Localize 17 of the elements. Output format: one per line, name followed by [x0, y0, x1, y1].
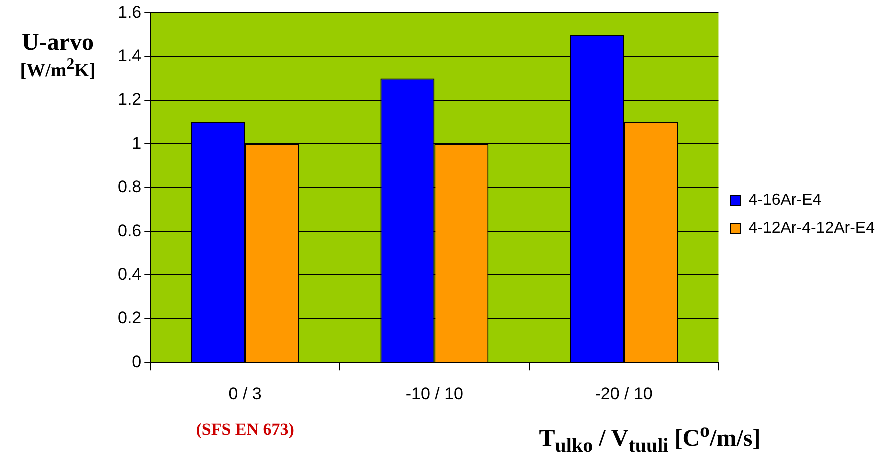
x-axis-title: T$_{ulko}$ / V$_{tuuli}$ [C$^{o}$/m/s]: [538, 420, 762, 458]
x-tick-label: -20 / 10: [595, 384, 653, 404]
y-axis-title: U-arvo [W/m$^{2}$K]: [19, 30, 97, 83]
y-tick-label: 0: [132, 352, 142, 372]
y-tick-label: 0.6: [118, 221, 142, 240]
y-tick-label: 1.2: [118, 90, 142, 110]
y-tick-label: 1.6: [118, 2, 142, 22]
y-tick-label: 1.4: [118, 46, 142, 66]
y-tick-label: 1: [132, 134, 142, 153]
x-tick-label: -10 / 10: [406, 384, 464, 404]
legend-label: 4-16Ar-E4: [748, 192, 822, 209]
y-tick-label: 0.8: [118, 178, 142, 197]
y-tick-label: 0.4: [118, 264, 142, 284]
text: (SFS EN 673): [196, 420, 294, 439]
y-tick-label: 0.2: [118, 308, 142, 328]
legend-label: 4-12Ar-4-12Ar-E4: [748, 220, 876, 237]
x-tick-label: 0 / 3: [228, 384, 262, 404]
